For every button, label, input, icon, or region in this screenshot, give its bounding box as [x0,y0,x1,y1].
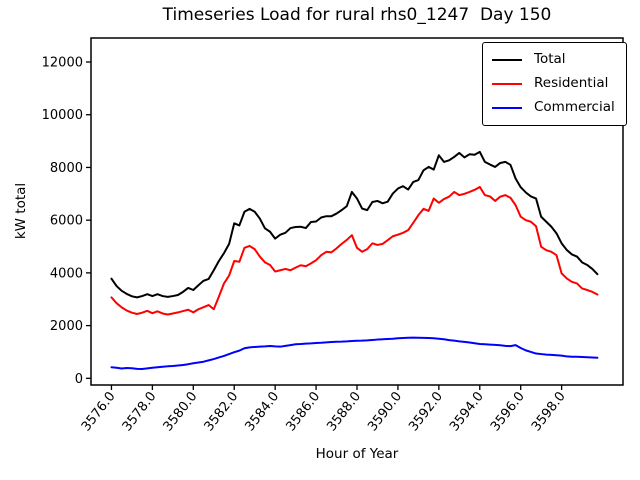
x-tick-label: 3586.0 [283,389,323,434]
y-tick-label: 8000 [50,161,83,176]
x-tick-label: 3580.0 [161,389,201,434]
legend: Total Residential Commercial [482,42,627,126]
series-line-commercial [110,336,599,370]
chart-title: Timeseries Load for rural rhs0_1247 Day … [162,5,552,25]
y-tick-label: 6000 [50,214,83,229]
legend-item-label: Commercial [534,99,615,116]
legend-item-label: Total [534,51,566,68]
y-tick-label: 2000 [50,319,83,334]
legend-item-residential: Residential [492,72,618,96]
y-tick-label: 12000 [42,56,83,71]
y-tick-label: 10000 [42,108,83,123]
x-tick-label: 3590.0 [365,389,405,434]
y-tick-label: 0 [75,372,83,387]
y-tick-label: 4000 [50,266,83,281]
series-line-residential [110,185,599,316]
x-tick-label: 3598.0 [529,389,569,434]
legend-item-commercial: Commercial [492,96,618,120]
legend-line-total-icon [492,58,522,62]
legend-item-label: Residential [534,75,609,92]
y-axis-label: kW total [13,182,29,240]
series-line-total [110,150,599,299]
legend-line-residential-icon [492,82,522,86]
x-tick-label: 3578.0 [120,389,160,434]
x-tick-label: 3588.0 [324,389,364,434]
legend-line-commercial-icon [492,106,522,110]
x-tick-label: 3584.0 [242,389,282,434]
legend-item-total: Total [492,48,618,72]
x-tick-label: 3594.0 [447,389,487,434]
x-tick-label: 3576.0 [79,389,119,434]
x-tick-label: 3582.0 [202,389,242,434]
x-tick-label: 3596.0 [488,389,528,434]
x-tick-label: 3592.0 [406,389,446,434]
x-axis-label: Hour of Year [315,446,399,462]
